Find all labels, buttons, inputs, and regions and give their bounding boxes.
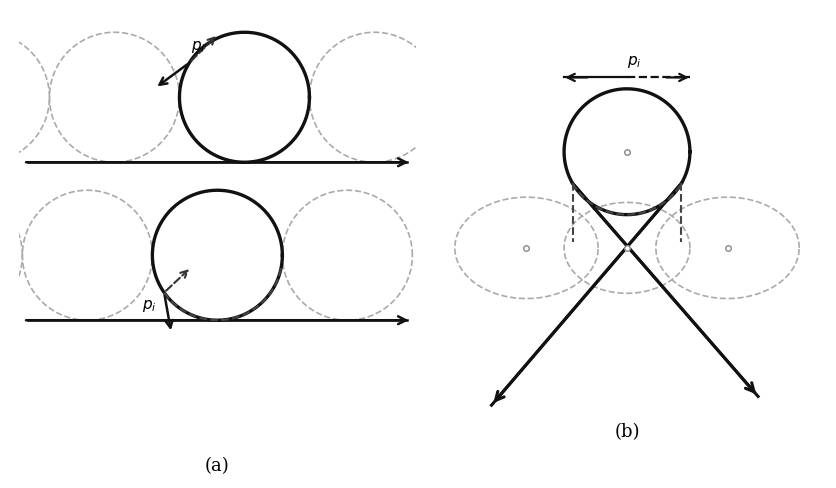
Text: (a): (a): [205, 456, 230, 474]
Text: (b): (b): [614, 423, 640, 441]
Text: $p_i$: $p_i$: [142, 297, 157, 313]
Text: $p_i$: $p_i$: [191, 39, 206, 55]
Text: $p_i$: $p_i$: [627, 54, 641, 70]
